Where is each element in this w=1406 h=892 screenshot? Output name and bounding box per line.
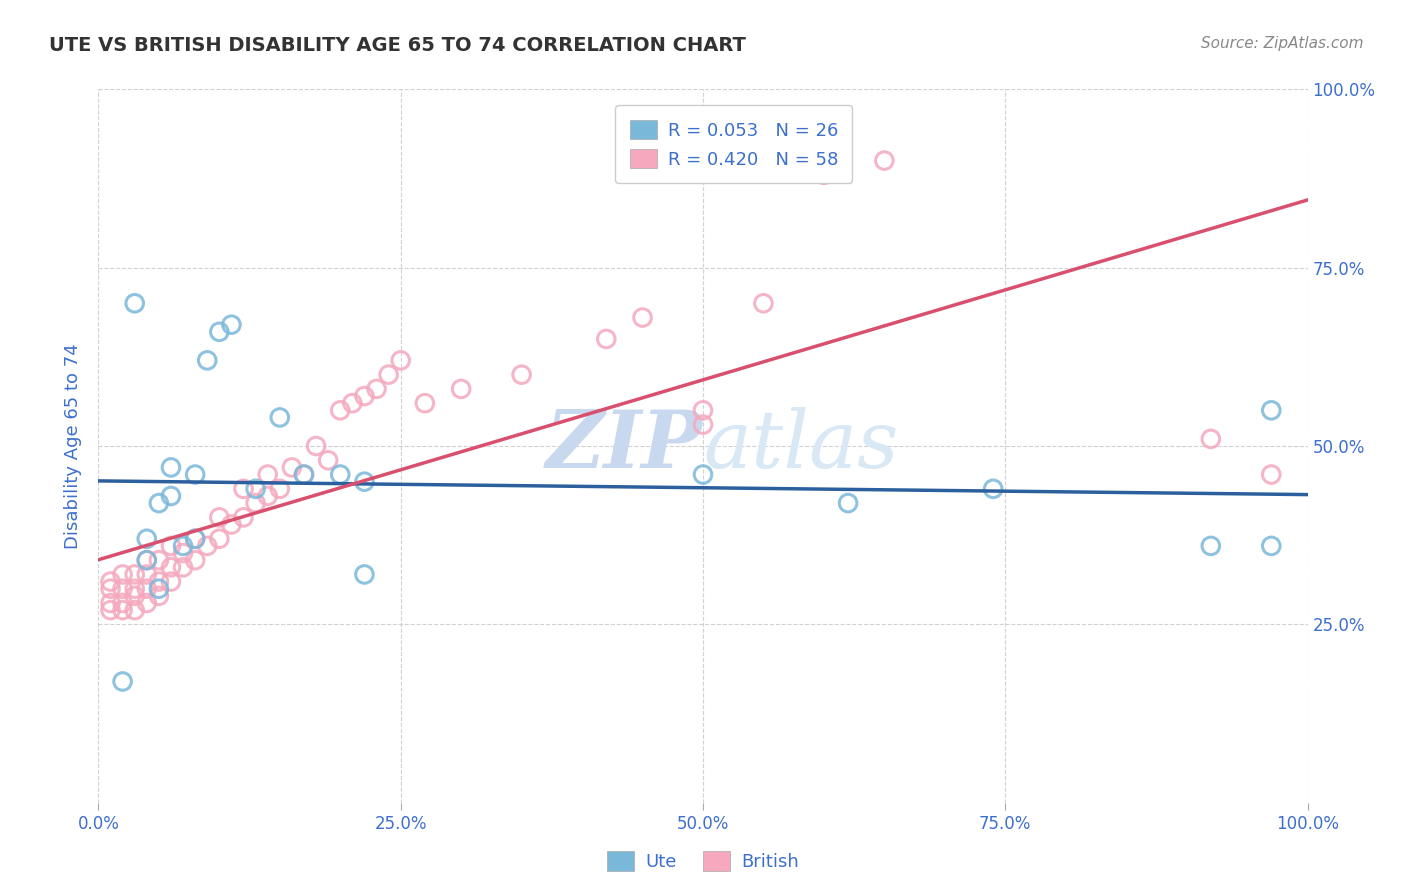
Point [353,475,375,489]
Point [269,410,291,425]
Point [329,467,352,482]
Point [281,460,304,475]
Point [631,310,654,325]
Point [148,496,170,510]
Point [366,382,388,396]
Text: UTE VS BRITISH DISABILITY AGE 65 TO 74 CORRELATION CHART: UTE VS BRITISH DISABILITY AGE 65 TO 74 C… [49,36,747,54]
Point [124,603,146,617]
Point [184,467,207,482]
Point [184,553,207,567]
Point [135,596,157,610]
Point [208,325,231,339]
Text: Source: ZipAtlas.com: Source: ZipAtlas.com [1201,36,1364,51]
Point [1199,539,1222,553]
Point [111,603,134,617]
Point [873,153,896,168]
Point [135,553,157,567]
Point [1199,432,1222,446]
Point [208,532,231,546]
Point [292,467,315,482]
Point [752,296,775,310]
Point [413,396,436,410]
Point [160,574,183,589]
Point [450,382,472,396]
Point [245,482,267,496]
Point [232,482,254,496]
Point [389,353,412,368]
Point [1260,467,1282,482]
Point [353,389,375,403]
Point [111,674,134,689]
Point [377,368,399,382]
Point [353,567,375,582]
Point [135,567,157,582]
Point [692,467,714,482]
Point [124,567,146,582]
Point [692,403,714,417]
Point [111,596,134,610]
Point [232,510,254,524]
Point [221,318,243,332]
Point [160,489,183,503]
Point [148,574,170,589]
Point [1260,403,1282,417]
Point [184,532,207,546]
Point [135,582,157,596]
Point [148,589,170,603]
Point [595,332,617,346]
Point [124,589,146,603]
Point [148,553,170,567]
Point [111,582,134,596]
Point [342,396,364,410]
Point [160,460,183,475]
Point [135,532,157,546]
Point [813,168,835,182]
Point [160,560,183,574]
Legend: Ute, British: Ute, British [600,844,806,879]
Point [305,439,328,453]
Point [221,517,243,532]
Point [111,567,134,582]
Point [124,582,146,596]
Point [172,539,194,553]
Point [1260,539,1282,553]
Point [100,574,122,589]
Y-axis label: Disability Age 65 to 74: Disability Age 65 to 74 [65,343,83,549]
Point [329,403,352,417]
Point [195,539,218,553]
Point [316,453,339,467]
Point [124,296,146,310]
Point [195,353,218,368]
Point [184,532,207,546]
Point [100,596,122,610]
Point [269,482,291,496]
Point [256,489,278,503]
Point [100,582,122,596]
Point [510,368,533,382]
Point [172,546,194,560]
Point [692,417,714,432]
Point [245,496,267,510]
Point [256,467,278,482]
Point [837,496,859,510]
Point [981,482,1004,496]
Point [100,603,122,617]
Text: ZIP: ZIP [546,408,703,484]
Text: atlas: atlas [703,408,898,484]
Point [208,510,231,524]
Point [172,560,194,574]
Legend: R = 0.053   N = 26, R = 0.420   N = 58: R = 0.053 N = 26, R = 0.420 N = 58 [616,105,852,183]
Point [148,582,170,596]
Point [135,553,157,567]
Point [160,539,183,553]
Point [292,467,315,482]
